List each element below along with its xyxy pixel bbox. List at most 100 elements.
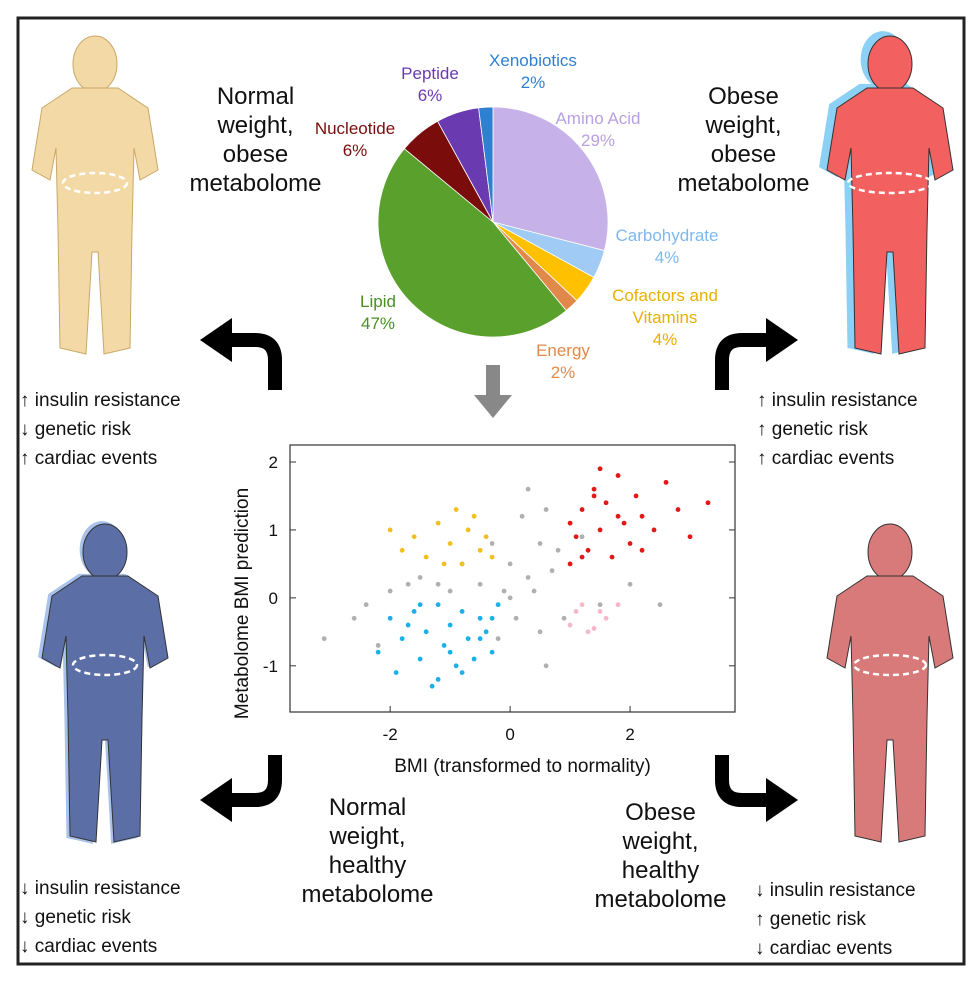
pie-label-name: Nucleotide [314, 119, 396, 138]
point [471, 656, 477, 662]
point [627, 581, 633, 587]
pie-label-name: Xenobiotics [489, 51, 577, 70]
x-tick-label: 0 [505, 725, 514, 744]
point [651, 527, 657, 533]
pie-label: Cofactors and Vitamins 4% [600, 285, 730, 351]
y-tick-label: 2 [269, 453, 278, 472]
point [573, 609, 579, 614]
caption: Obese weight, healthy metabolome [594, 799, 727, 913]
point [525, 486, 531, 492]
effect: ↑ insulin resistance [20, 390, 181, 411]
point [543, 507, 549, 512]
point [639, 547, 645, 553]
point [387, 527, 393, 533]
point [459, 670, 465, 675]
pie-label: Lipid 47% [313, 291, 443, 335]
point [495, 636, 501, 642]
point [399, 636, 405, 642]
point [321, 636, 327, 642]
point [675, 507, 681, 512]
pie-label-value: 6% [417, 86, 443, 105]
point [567, 622, 573, 628]
point [429, 683, 435, 689]
waist-marks [61, 171, 934, 677]
point [477, 581, 483, 587]
effect: ↓ cardiac events [755, 938, 893, 959]
point [603, 500, 609, 506]
effect: ↓ genetic risk [20, 907, 131, 928]
point [495, 602, 501, 608]
point [657, 602, 663, 608]
point [399, 547, 405, 553]
down-arrow [474, 365, 512, 418]
point [603, 615, 609, 621]
arrowheads [200, 318, 798, 822]
point [387, 615, 393, 621]
effects: ↓ insulin resistance ↓ genetic risk ↓ card… [20, 874, 181, 961]
pie-label-value: 2% [550, 363, 576, 382]
pie-label-name: Lipid [360, 292, 396, 311]
effect: ↓ insulin resistance [755, 880, 916, 901]
point [477, 636, 483, 642]
pie-label: Xenobiotics 2% [468, 50, 598, 94]
point [591, 626, 597, 631]
point [363, 602, 369, 608]
point [405, 622, 411, 628]
point [615, 602, 621, 608]
point [579, 507, 585, 512]
point [483, 629, 489, 635]
point [627, 541, 633, 546]
point [543, 663, 549, 669]
point [597, 527, 603, 533]
point [579, 534, 585, 540]
point [579, 602, 585, 608]
point [375, 649, 381, 655]
point [447, 622, 453, 628]
point [501, 588, 507, 594]
point [507, 561, 513, 567]
point [567, 520, 573, 526]
point [435, 676, 441, 682]
point [615, 513, 621, 519]
point [567, 561, 573, 567]
point [573, 534, 579, 540]
pie-label-value: 4% [654, 248, 680, 267]
caption: Normal weight, obese metabolome [189, 83, 322, 197]
point [489, 615, 495, 621]
x-tick-label: -2 [383, 725, 398, 744]
point [405, 581, 411, 587]
plot-frame [289, 444, 736, 713]
effects: ↑ insulin resistance ↓ genetic risk ↑ card… [20, 386, 181, 473]
point [441, 561, 447, 567]
effect: ↓ cardiac events [20, 936, 158, 957]
pie-label-value: 2% [520, 73, 546, 92]
x-tick-label: 2 [625, 725, 634, 744]
pie [377, 106, 609, 338]
point [513, 615, 519, 621]
point [417, 575, 423, 580]
point [417, 656, 423, 662]
point [375, 643, 381, 648]
effect: ↑ genetic risk [757, 419, 868, 440]
figure-normal-healthy [41, 523, 169, 843]
point [477, 615, 483, 621]
point [555, 547, 561, 553]
point [591, 493, 597, 499]
caption: Normal weight, healthy metabolome [301, 794, 434, 908]
point [393, 670, 399, 675]
effect: ↓ genetic risk [20, 419, 131, 440]
pie-label-value: 6% [342, 141, 368, 160]
x-axis-label: BMI (transformed to normality) [394, 756, 651, 777]
point [489, 554, 495, 560]
effect: ↓ insulin resistance [20, 878, 181, 899]
frame [16, 16, 966, 966]
point [435, 581, 441, 587]
arrows [228, 333, 770, 807]
pie-label-value: 29% [580, 131, 616, 150]
pie-label-name: Cofactors and Vitamins [612, 286, 718, 327]
pie-label-name: Peptide [401, 64, 459, 83]
point [423, 629, 429, 635]
point [471, 513, 477, 519]
